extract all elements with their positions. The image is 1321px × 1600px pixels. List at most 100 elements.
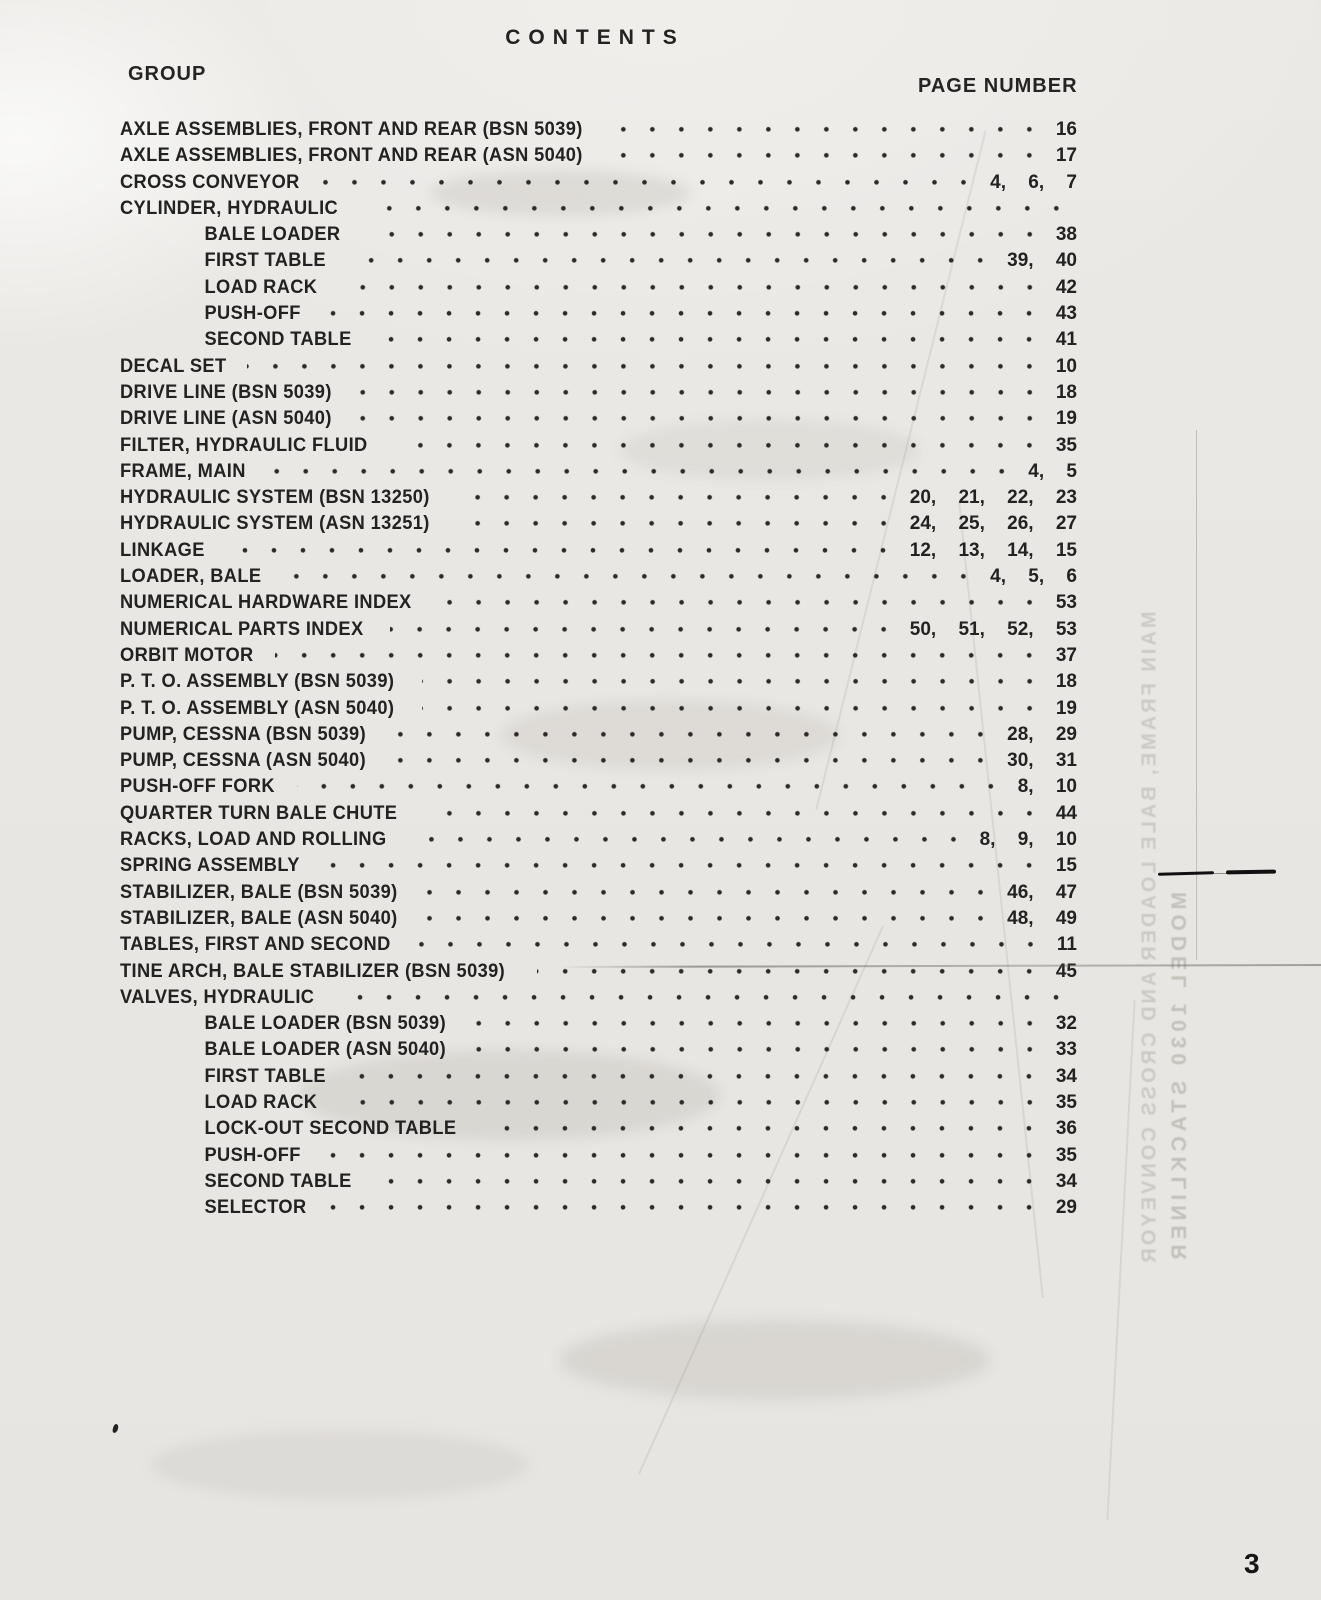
- toc-row: SECOND TABLE 41: [120, 329, 1077, 356]
- dot-leader: [424, 802, 1050, 830]
- toc-row: VALVES, HYDRAULIC: [120, 986, 1077, 1014]
- toc-row: ORBIT MOTOR 37: [120, 644, 1077, 672]
- dot-leader: [324, 1144, 1050, 1171]
- toc-entry-pages: 8, 9, 10: [979, 829, 1077, 851]
- toc-entry-label: P. T. O. ASSEMBLY (BSN 5039): [120, 671, 395, 693]
- toc-entry-pages: 44: [1055, 802, 1077, 824]
- toc-row: CROSS CONVEYOR 4, 6, 7: [120, 171, 1077, 198]
- dot-leader: [324, 303, 1050, 330]
- dot-leader: [421, 671, 1050, 698]
- toc-entry-label: P. T. O. ASSEMBLY (ASN 5040): [120, 697, 395, 719]
- toc-entry-label: SPRING ASSEMBLY: [120, 855, 300, 877]
- toc-entry-label: PUSH-OFF: [204, 1144, 301, 1166]
- dot-leader: [413, 829, 974, 856]
- toc-entry-label: RACKS, LOAD AND ROLLING: [120, 829, 387, 851]
- dot-leader: [475, 1013, 1050, 1040]
- toc-entry-pages: 35: [1055, 1144, 1077, 1166]
- toc-entry-label: LINKAGE: [120, 539, 205, 561]
- toc-entry-pages: 17: [1055, 145, 1077, 167]
- toc-row: LOCK-OUT SECOND TABLE 36: [120, 1118, 1077, 1145]
- toc-row: DECAL SET 10: [120, 355, 1077, 382]
- toc-row: AXLE ASSEMBLIES, FRONT AND REAR (ASN 504…: [120, 145, 1077, 172]
- toc-entry-label: HYDRAULIC SYSTEM (ASN 13251): [120, 513, 430, 535]
- dot-leader: [341, 276, 1050, 304]
- toc-entry-pages: 10: [1055, 355, 1077, 377]
- dot-leader: [297, 776, 1012, 803]
- ink-speck: [111, 1423, 120, 1434]
- toc-row: SPRING ASSEMBLY 15: [120, 855, 1077, 882]
- dot-leader: [350, 250, 1002, 277]
- page-title: CONTENTS: [505, 26, 685, 49]
- toc-entry-label: BALE LOADER (ASN 5040): [204, 1039, 447, 1061]
- toc-entry-pages: 4, 6, 7: [990, 171, 1077, 193]
- toc-row: SELECTOR 29: [120, 1197, 1077, 1224]
- toc-entry-pages: 43: [1055, 303, 1077, 325]
- bleed-through-title-frame: MAIN FRAME, BALE LOADER AND CROSS CONVEY…: [1138, 611, 1161, 1266]
- group-column-header: GROUP: [128, 63, 207, 85]
- scan-dash-mark: [1157, 871, 1215, 876]
- toc-entry-pages: 16: [1055, 119, 1077, 140]
- toc-entry-label: FIRST TABLE: [204, 1065, 326, 1087]
- dot-leader: [341, 1091, 1050, 1119]
- toc-entry-label: FILTER, HYDRAULIC FLUID: [120, 434, 368, 456]
- toc-row: DRIVE LINE (BSN 5039) 18: [120, 381, 1077, 409]
- toc-entry-pages: 11: [1056, 934, 1077, 956]
- toc-entry-pages: 4, 5, 6: [990, 566, 1077, 588]
- dot-leader: [338, 986, 1077, 1014]
- toc-entry-pages: 34: [1055, 1170, 1077, 1192]
- toc-entry-pages: 18: [1055, 381, 1077, 403]
- toc-entry-label: CROSS CONVEYOR: [120, 171, 300, 193]
- toc-entry-pages: 35: [1055, 1091, 1077, 1113]
- dot-leader: [389, 618, 904, 645]
- toc-row: DRIVE LINE (ASN 5040) 19: [120, 408, 1077, 435]
- toc-row: PUSH-OFF 35: [120, 1144, 1077, 1171]
- toc-entry-label: PUMP, CESSNA (BSN 5039): [120, 723, 367, 745]
- toc-entry-pages: 37: [1055, 644, 1077, 666]
- toc-row: BALE LOADER (BSN 5039) 32: [120, 1013, 1077, 1040]
- toc-entry-label: NUMERICAL PARTS INDEX: [120, 618, 364, 640]
- toc-entry-label: STABILIZER, BALE (ASN 5040): [120, 907, 398, 929]
- dot-leader: [392, 723, 1002, 751]
- table-of-contents: AXLE ASSEMBLIES, FRONT AND REAR (BSN 503…: [120, 119, 1077, 1224]
- toc-entry-pages: 19: [1055, 697, 1077, 719]
- toc-row: FIRST TABLE 39, 40: [120, 250, 1077, 277]
- toc-row: PUSH-OFF 43: [120, 303, 1077, 330]
- toc-row: RACKS, LOAD AND ROLLING 8, 9, 10: [120, 829, 1077, 856]
- toc-entry-pages: 46, 47: [1007, 881, 1077, 903]
- toc-entry-label: BALE LOADER (BSN 5039): [204, 1013, 447, 1035]
- toc-entry-label: AXLE ASSEMBLIES, FRONT AND REAR (ASN 504…: [120, 145, 583, 167]
- toc-row: LOADER, BALE 4, 5, 6: [120, 566, 1077, 593]
- toc-entry-pages: 15: [1055, 855, 1077, 877]
- toc-row: STABILIZER, BALE (ASN 5040) 48, 49: [120, 907, 1077, 935]
- toc-row: P. T. O. ASSEMBLY (ASN 5040) 19: [120, 697, 1077, 724]
- dot-leader: [475, 1039, 1050, 1066]
- toc-entry-label: PUSH-OFF FORK: [120, 776, 275, 798]
- toc-row: P. T. O. ASSEMBLY (BSN 5039) 18: [120, 671, 1077, 698]
- toc-row: STABILIZER, BALE (BSN 5039) 46, 47: [120, 881, 1077, 908]
- dot-leader: [350, 1065, 1050, 1092]
- toc-entry-pages: 8, 10: [1017, 776, 1077, 798]
- dot-leader: [618, 119, 1050, 146]
- toc-row: FRAME, MAIN 4, 5: [120, 460, 1077, 488]
- dot-leader: [283, 566, 985, 593]
- toc-entry-pages: 32: [1055, 1013, 1077, 1035]
- toc-entry-label: NUMERICAL HARDWARE INDEX: [120, 592, 412, 614]
- dot-leader: [393, 434, 1050, 461]
- scan-dash-mark: [1225, 869, 1277, 875]
- toc-row: LOAD RACK 42: [120, 276, 1077, 304]
- dot-leader: [323, 171, 985, 198]
- toc-entry-label: LOAD RACK: [204, 276, 318, 298]
- toc-entry-label: LOCK-OUT SECOND TABLE: [204, 1118, 457, 1140]
- page-number-column-header: PAGE NUMBER: [918, 75, 1078, 97]
- toc-entry-label: CYLINDER, HYDRAULIC: [120, 197, 339, 219]
- toc-row: NUMERICAL PARTS INDEX 50, 51, 52, 53: [120, 618, 1077, 645]
- toc-entry-label: AXLE ASSEMBLIES, FRONT AND REAR (BSN 503…: [120, 119, 583, 140]
- toc-entry-pages: 4, 5: [1028, 460, 1077, 482]
- toc-entry-label: ORBIT MOTOR: [120, 644, 254, 666]
- toc-row: BALE LOADER 38: [120, 224, 1077, 251]
- toc-row: LOAD RACK 35: [120, 1091, 1077, 1119]
- toc-entry-pages: 12, 13, 14, 15: [909, 539, 1077, 561]
- toc-row: PUMP, CESSNA (ASN 5040) 30, 31: [120, 750, 1077, 777]
- toc-entry-pages: 48, 49: [1007, 907, 1077, 929]
